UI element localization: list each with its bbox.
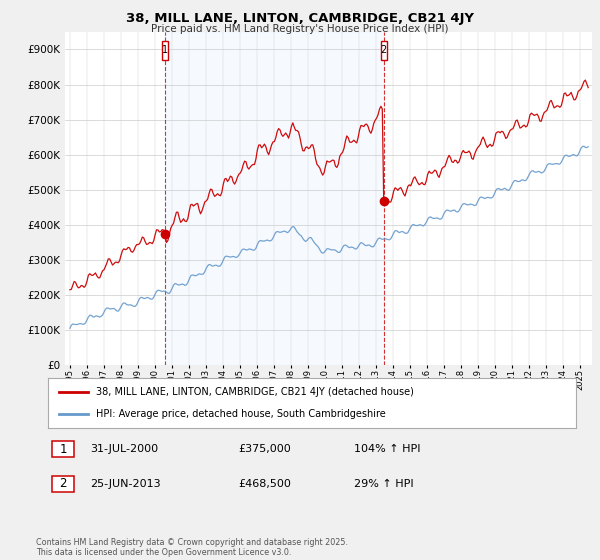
Text: 2: 2 [380, 45, 386, 55]
Text: 31-JUL-2000: 31-JUL-2000 [90, 445, 158, 454]
Bar [52, 441, 74, 458]
Text: Contains HM Land Registry data © Crown copyright and database right 2025.
This d: Contains HM Land Registry data © Crown c… [36, 538, 348, 557]
Text: HPI: Average price, detached house, South Cambridgeshire: HPI: Average price, detached house, Sout… [95, 409, 385, 419]
Text: 104% ↑ HPI: 104% ↑ HPI [354, 445, 421, 454]
Bar [380, 41, 386, 60]
Text: £468,500: £468,500 [238, 479, 291, 489]
Text: 2: 2 [59, 477, 67, 490]
Text: £375,000: £375,000 [238, 445, 291, 454]
Bar [52, 475, 74, 492]
Text: Price paid vs. HM Land Registry's House Price Index (HPI): Price paid vs. HM Land Registry's House … [151, 24, 449, 34]
Text: 25-JUN-2013: 25-JUN-2013 [90, 479, 161, 489]
Text: 29% ↑ HPI: 29% ↑ HPI [354, 479, 414, 489]
Text: 38, MILL LANE, LINTON, CAMBRIDGE, CB21 4JY (detached house): 38, MILL LANE, LINTON, CAMBRIDGE, CB21 4… [95, 387, 413, 397]
Bar [162, 41, 168, 60]
Bar [165, 32, 383, 365]
Text: 1: 1 [162, 45, 168, 55]
Text: 38, MILL LANE, LINTON, CAMBRIDGE, CB21 4JY: 38, MILL LANE, LINTON, CAMBRIDGE, CB21 4… [126, 12, 474, 25]
Text: 1: 1 [59, 443, 67, 456]
